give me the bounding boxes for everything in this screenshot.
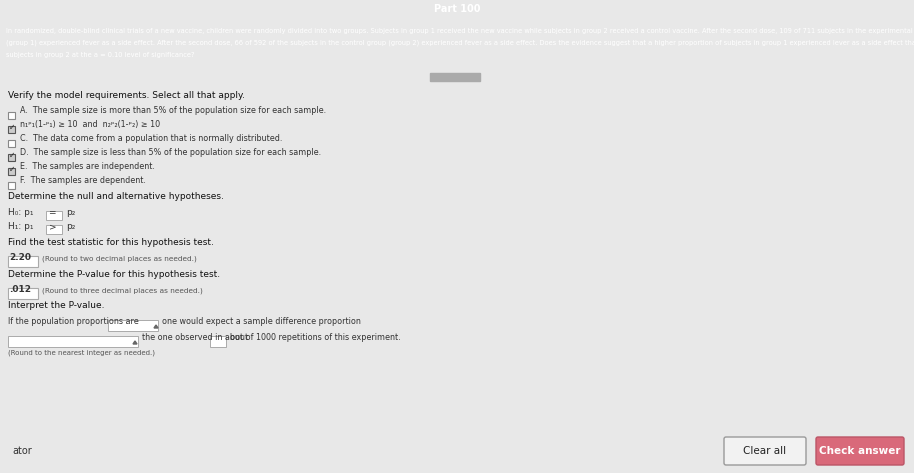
Text: the one observed in about: the one observed in about (142, 333, 248, 342)
Text: H₀: p₁: H₀: p₁ (8, 208, 34, 217)
Text: Clear all: Clear all (743, 446, 787, 456)
Text: (group 1) experienced fever as a side effect. After the second dose, 66 of 592 o: (group 1) experienced fever as a side ef… (6, 40, 914, 46)
Bar (108, 320, 158, 331)
Bar (46, 225, 62, 234)
Text: Part 100: Part 100 (434, 4, 480, 14)
Bar (8, 168, 15, 175)
Text: ator: ator (12, 446, 32, 455)
Text: ✓: ✓ (8, 151, 15, 160)
Text: one would expect a sample difference proportion: one would expect a sample difference pro… (162, 317, 361, 326)
Text: out of 1000 repetitions of this experiment.: out of 1000 repetitions of this experime… (230, 333, 400, 342)
Bar (8, 112, 15, 119)
Bar (8, 140, 15, 147)
Text: (Round to three decimal places as needed.): (Round to three decimal places as needed… (42, 287, 203, 294)
Text: E.  The samples are independent.: E. The samples are independent. (20, 162, 154, 171)
Text: Find the test statistic for this hypothesis test.: Find the test statistic for this hypothe… (8, 238, 214, 247)
Text: Interpret the P-value.: Interpret the P-value. (8, 301, 104, 310)
Text: n₁ᵖ₁(1-ᵖ₁) ≥ 10  and  n₂ᵖ₂(1-ᵖ₂) ≥ 10: n₁ᵖ₁(1-ᵖ₁) ≥ 10 and n₂ᵖ₂(1-ᵖ₂) ≥ 10 (20, 120, 160, 129)
Text: (Round to two decimal places as needed.): (Round to two decimal places as needed.) (42, 255, 197, 262)
Text: Determine the null and alternative hypotheses.: Determine the null and alternative hypot… (8, 192, 224, 201)
Text: ✓: ✓ (8, 165, 15, 174)
FancyBboxPatch shape (816, 437, 904, 465)
Text: H₁: p₁: H₁: p₁ (8, 222, 34, 231)
Text: D.  The sample size is less than 5% of the population size for each sample.: D. The sample size is less than 5% of th… (20, 148, 321, 157)
Bar (8, 256, 38, 267)
FancyBboxPatch shape (724, 437, 806, 465)
Text: .012: .012 (9, 285, 31, 294)
Text: In randomized, double-blind clinical trials of a new vaccine, children were rand: In randomized, double-blind clinical tri… (6, 28, 914, 34)
Text: ✓: ✓ (8, 123, 15, 132)
Bar (210, 336, 226, 347)
Polygon shape (133, 341, 137, 344)
Text: =: = (48, 208, 56, 217)
Bar (430, 73, 480, 81)
Text: F.  The samples are dependent.: F. The samples are dependent. (20, 176, 146, 185)
Text: subjects in group 2 at the a = 0.10 level of significance?: subjects in group 2 at the a = 0.10 leve… (6, 52, 195, 58)
Bar (8, 288, 38, 299)
Text: 2.20: 2.20 (9, 253, 31, 262)
Bar (8, 336, 138, 347)
Bar (8, 182, 15, 189)
Text: >: > (49, 222, 57, 231)
Text: C.  The data come from a population that is normally distributed.: C. The data come from a population that … (20, 134, 282, 143)
Text: Determine the P-value for this hypothesis test.: Determine the P-value for this hypothesi… (8, 270, 220, 279)
Text: A.  The sample size is more than 5% of the population size for each sample.: A. The sample size is more than 5% of th… (20, 106, 326, 115)
Text: (Round to the nearest integer as needed.): (Round to the nearest integer as needed.… (8, 349, 155, 356)
Text: p₂: p₂ (66, 208, 75, 217)
Text: If the population proportions are: If the population proportions are (8, 317, 139, 326)
Text: Check answer: Check answer (819, 446, 901, 456)
Text: p₂: p₂ (66, 222, 75, 231)
Bar (8, 154, 15, 161)
Polygon shape (154, 325, 158, 328)
Text: Verify the model requirements. Select all that apply.: Verify the model requirements. Select al… (8, 91, 245, 100)
Bar (8, 126, 15, 133)
Bar (46, 211, 62, 220)
